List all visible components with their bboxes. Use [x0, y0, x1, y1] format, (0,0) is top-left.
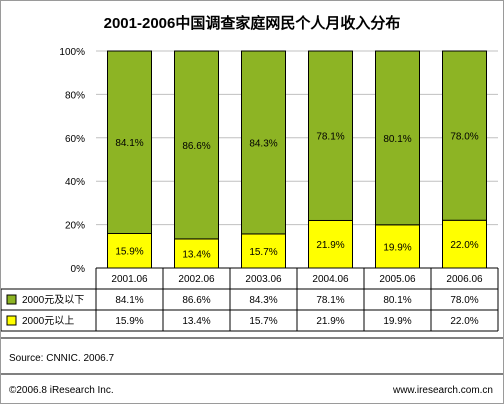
data-label: 80.1%	[383, 134, 411, 145]
data-table: 2001.06 2002.06 2003.06 2004.06 2005.06 2006.…	[1, 267, 499, 332]
y-axis-tick-labels: 0% 20% 40% 60% 80% 100%	[59, 47, 85, 275]
bar-segment-above-2000	[308, 219, 353, 269]
data-label: 78.0%	[450, 132, 478, 143]
data-label: 86.6%	[182, 141, 210, 152]
y-tick-label: 0%	[71, 264, 86, 275]
data-label: 15.9%	[115, 247, 143, 258]
y-tick-label: 100%	[59, 47, 85, 58]
bars: 15.9% 84.1% 13.4% 86.6% 15.7% 84.3% 21.9% 78.1%…	[107, 50, 487, 269]
category-label: 2004.06	[312, 274, 349, 285]
legend-swatch	[6, 315, 17, 326]
website-text: www.iresearch.com.cn	[392, 385, 493, 396]
table-cell: 80.1%	[383, 295, 411, 306]
legend-label: 2000元以上	[22, 315, 74, 327]
table-cell: 15.9%	[115, 316, 143, 327]
category-label: 2002.06	[178, 274, 215, 285]
legend-label: 2000元及以下	[22, 294, 84, 306]
source-note: Source: CNNIC. 2006.7	[9, 353, 114, 364]
table-cell: 84.1%	[115, 295, 143, 306]
table-cell: 21.9%	[316, 316, 344, 327]
data-label: 21.9%	[316, 240, 344, 251]
bar-segment-2000-and-below	[375, 50, 420, 226]
data-label: 84.1%	[115, 138, 143, 149]
y-tick-label: 60%	[65, 134, 85, 145]
category-label: 2003.06	[245, 274, 282, 285]
bar-segment-2000-and-below	[442, 50, 487, 221]
data-label: 15.7%	[249, 247, 277, 258]
category-label: 2006.06	[446, 274, 483, 285]
category-label: 2005.06	[379, 274, 416, 285]
bar-segment-2000-and-below	[107, 50, 152, 234]
chart-title: 2001-2006中国调查家庭网民个人月收入分布	[104, 14, 401, 32]
data-label: 78.1%	[316, 132, 344, 143]
table-cell: 86.6%	[182, 295, 210, 306]
bar-segment-above-2000	[442, 219, 487, 269]
copyright-text: ©2006.8 iResearch Inc.	[9, 385, 114, 396]
y-tick-label: 40%	[65, 177, 85, 188]
category-label: 2001.06	[111, 274, 148, 285]
y-tick-label: 80%	[65, 90, 85, 101]
bar-segment-above-2000	[174, 238, 219, 269]
table-cell: 84.3%	[249, 295, 277, 306]
data-label: 13.4%	[182, 249, 210, 260]
data-label: 22.0%	[450, 240, 478, 251]
table-cell: 15.7%	[249, 316, 277, 327]
y-tick-label: 20%	[65, 221, 85, 232]
table-cell: 13.4%	[182, 316, 210, 327]
data-label: 84.3%	[249, 138, 277, 149]
gridlines	[96, 50, 498, 269]
table-cell: 78.1%	[316, 295, 344, 306]
bar-segment-2000-and-below	[241, 50, 286, 235]
table-cell: 22.0%	[450, 316, 478, 327]
bar-segment-2000-and-below	[174, 50, 219, 240]
bar-segment-2000-and-below	[308, 50, 353, 221]
bar-segment-above-2000	[241, 233, 286, 269]
table-cell: 78.0%	[450, 295, 478, 306]
data-label: 19.9%	[383, 242, 411, 253]
table-cell: 19.9%	[383, 316, 411, 327]
legend-swatch	[6, 294, 17, 305]
